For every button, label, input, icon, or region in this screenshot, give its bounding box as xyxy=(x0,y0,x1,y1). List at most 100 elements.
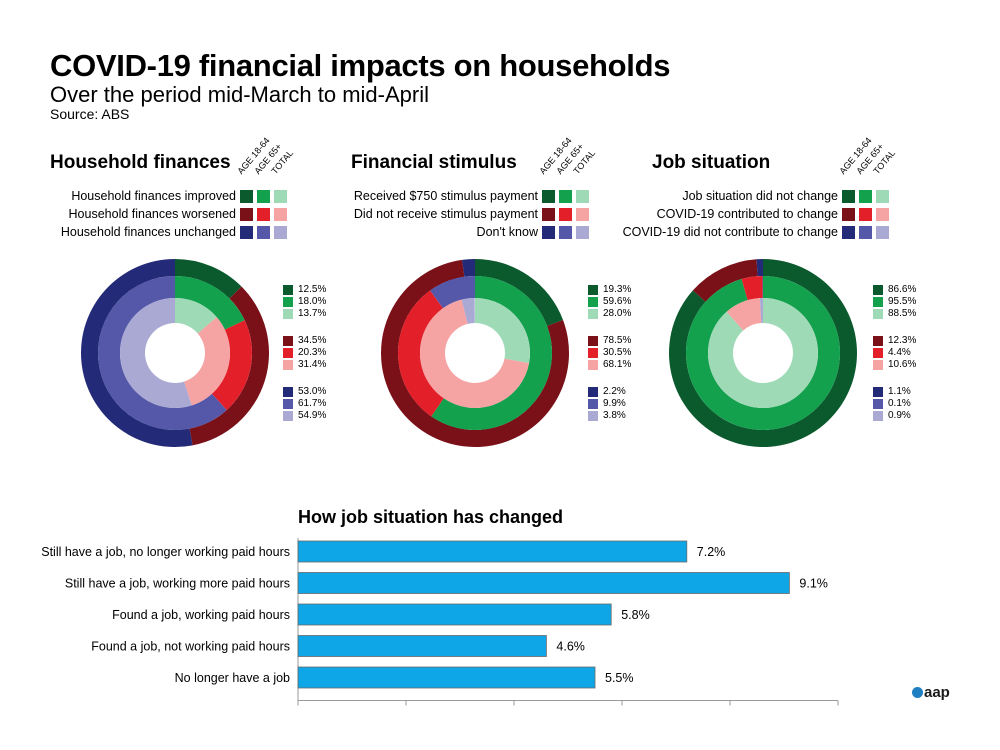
row-label: Received $750 stimulus payment xyxy=(353,189,538,203)
legend-swatch xyxy=(283,348,293,358)
donut-slice-don-t-know-age-65 xyxy=(430,276,475,309)
legend-value: 1.1% xyxy=(888,386,911,397)
donut-slice-household-finances-improved-total xyxy=(175,298,217,334)
donut-slice-household-finances-improved-age-65 xyxy=(175,276,245,330)
legend-swatch xyxy=(588,336,598,346)
bar-still-have-a-job-no-longer-working-paid-hours xyxy=(297,540,688,563)
chart-title: Job situation xyxy=(652,152,771,173)
donut-slice-covid-19-contributed-to-change-total xyxy=(726,298,762,331)
bar-category-label: Still have a job, no longer working paid… xyxy=(41,545,290,559)
legend-value: 13.7% xyxy=(298,308,327,319)
row-label: Household finances improved xyxy=(71,189,236,203)
legend-value: 10.6% xyxy=(888,359,917,370)
legend-swatch xyxy=(588,411,598,421)
legend-value: 12.5% xyxy=(298,284,327,295)
row-swatch xyxy=(542,226,555,239)
chart-title: Financial stimulus xyxy=(351,152,517,173)
legend-swatch xyxy=(588,285,598,295)
chart-title: Household finances xyxy=(50,152,231,173)
row-swatch xyxy=(257,190,270,203)
legend-value: 95.5% xyxy=(888,296,917,307)
row-swatch xyxy=(842,226,855,239)
legend-value: 2.2% xyxy=(603,386,626,397)
donut-slice-did-not-receive-stimulus-payment-total xyxy=(420,299,530,408)
donut-slice-household-finances-worsened-age-65 xyxy=(211,320,252,411)
row-swatch xyxy=(576,226,589,239)
legend-value: 61.7% xyxy=(298,398,327,409)
legend-value: 31.4% xyxy=(298,359,327,370)
row-swatch xyxy=(876,208,889,221)
legend-value: 0.9% xyxy=(888,410,911,421)
row-swatch xyxy=(274,208,287,221)
legend-swatch xyxy=(873,411,883,421)
aap-logo: aap xyxy=(912,684,950,701)
legend-swatch xyxy=(283,411,293,421)
legend-swatch xyxy=(283,387,293,397)
page-title: COVID-19 financial impacts on households xyxy=(50,48,671,83)
row-swatch xyxy=(257,226,270,239)
source-note: Source: ABS xyxy=(50,106,130,122)
bar-category-label: Found a job, not working paid hours xyxy=(91,640,290,654)
legend-value: 88.5% xyxy=(888,308,917,319)
bar-category-label: No longer have a job xyxy=(175,671,290,685)
row-swatch xyxy=(274,226,287,239)
bar-category-label: Still have a job, working more paid hour… xyxy=(65,577,290,591)
legend-swatch xyxy=(588,387,598,397)
row-swatch xyxy=(240,208,253,221)
row-label: Did not receive stimulus payment xyxy=(353,207,538,221)
legend-value: 4.4% xyxy=(888,347,911,358)
legend-swatch xyxy=(588,360,598,370)
legend-value: 54.9% xyxy=(298,410,327,421)
row-swatch xyxy=(842,208,855,221)
donut-slice-received-750-stimulus-payment-total xyxy=(475,298,530,364)
row-swatch xyxy=(240,190,253,203)
panel-household-finances: Household finances AGE 18-64 AGE 65+ TOTAL H… xyxy=(40,135,360,470)
legend-value: 53.0% xyxy=(298,386,327,397)
legend-swatch xyxy=(873,387,883,397)
legend-swatch xyxy=(588,399,598,409)
legend-value: 18.0% xyxy=(298,296,327,307)
legend-value: 30.5% xyxy=(603,347,632,358)
legend-value: 20.3% xyxy=(298,347,327,358)
legend-swatch xyxy=(588,348,598,358)
bar-category-label: Found a job, working paid hours xyxy=(112,608,290,622)
legend-swatch xyxy=(588,309,598,319)
legend-swatch xyxy=(873,348,883,358)
row-swatch xyxy=(859,226,872,239)
legend-value: 12.3% xyxy=(888,335,917,346)
page-subtitle: Over the period mid-March to mid-April xyxy=(50,82,430,107)
legend-swatch xyxy=(283,297,293,307)
legend-value: 19.3% xyxy=(603,284,632,295)
legend-swatch xyxy=(873,360,883,370)
donut-slice-don-t-know-total xyxy=(461,298,475,324)
donut-slice-covid-19-contributed-to-change-age-18-64 xyxy=(692,259,758,302)
legend-swatch xyxy=(283,360,293,370)
row-swatch xyxy=(876,190,889,203)
row-swatch xyxy=(876,226,889,239)
bar-value-label: 4.6% xyxy=(556,640,585,654)
row-label: Job situation did not change xyxy=(682,189,838,203)
legend-value: 34.5% xyxy=(298,335,327,346)
legend-value: 78.5% xyxy=(603,335,632,346)
donut-slice-received-750-stimulus-payment-age-65 xyxy=(431,276,552,430)
legend-swatch xyxy=(283,309,293,319)
row-swatch xyxy=(842,190,855,203)
row-swatch xyxy=(559,190,572,203)
bar-value-label: 5.5% xyxy=(605,671,634,685)
donut-chart xyxy=(380,259,569,447)
bar-value-label: 9.1% xyxy=(799,577,828,591)
legend-value: 28.0% xyxy=(603,308,632,319)
donut-slice-household-finances-unchanged-total xyxy=(119,298,192,408)
bar-still-have-a-job-working-more-paid-hours xyxy=(297,572,790,594)
row-swatch xyxy=(559,208,572,221)
panel-job-situation: Job situation AGE 18-64 AGE 65+ TOTAL Job si… xyxy=(623,135,950,470)
legend-swatch xyxy=(588,297,598,307)
legend-swatch xyxy=(873,336,883,346)
row-label: COVID-19 contributed to change xyxy=(656,207,838,221)
donut-slice-don-t-know-age-18-64 xyxy=(462,259,475,277)
legend-value: 59.6% xyxy=(603,296,632,307)
legend-swatch xyxy=(873,285,883,295)
bar-no-longer-have-a-job xyxy=(297,666,596,689)
row-swatch xyxy=(274,190,287,203)
legend-swatch xyxy=(873,297,883,307)
